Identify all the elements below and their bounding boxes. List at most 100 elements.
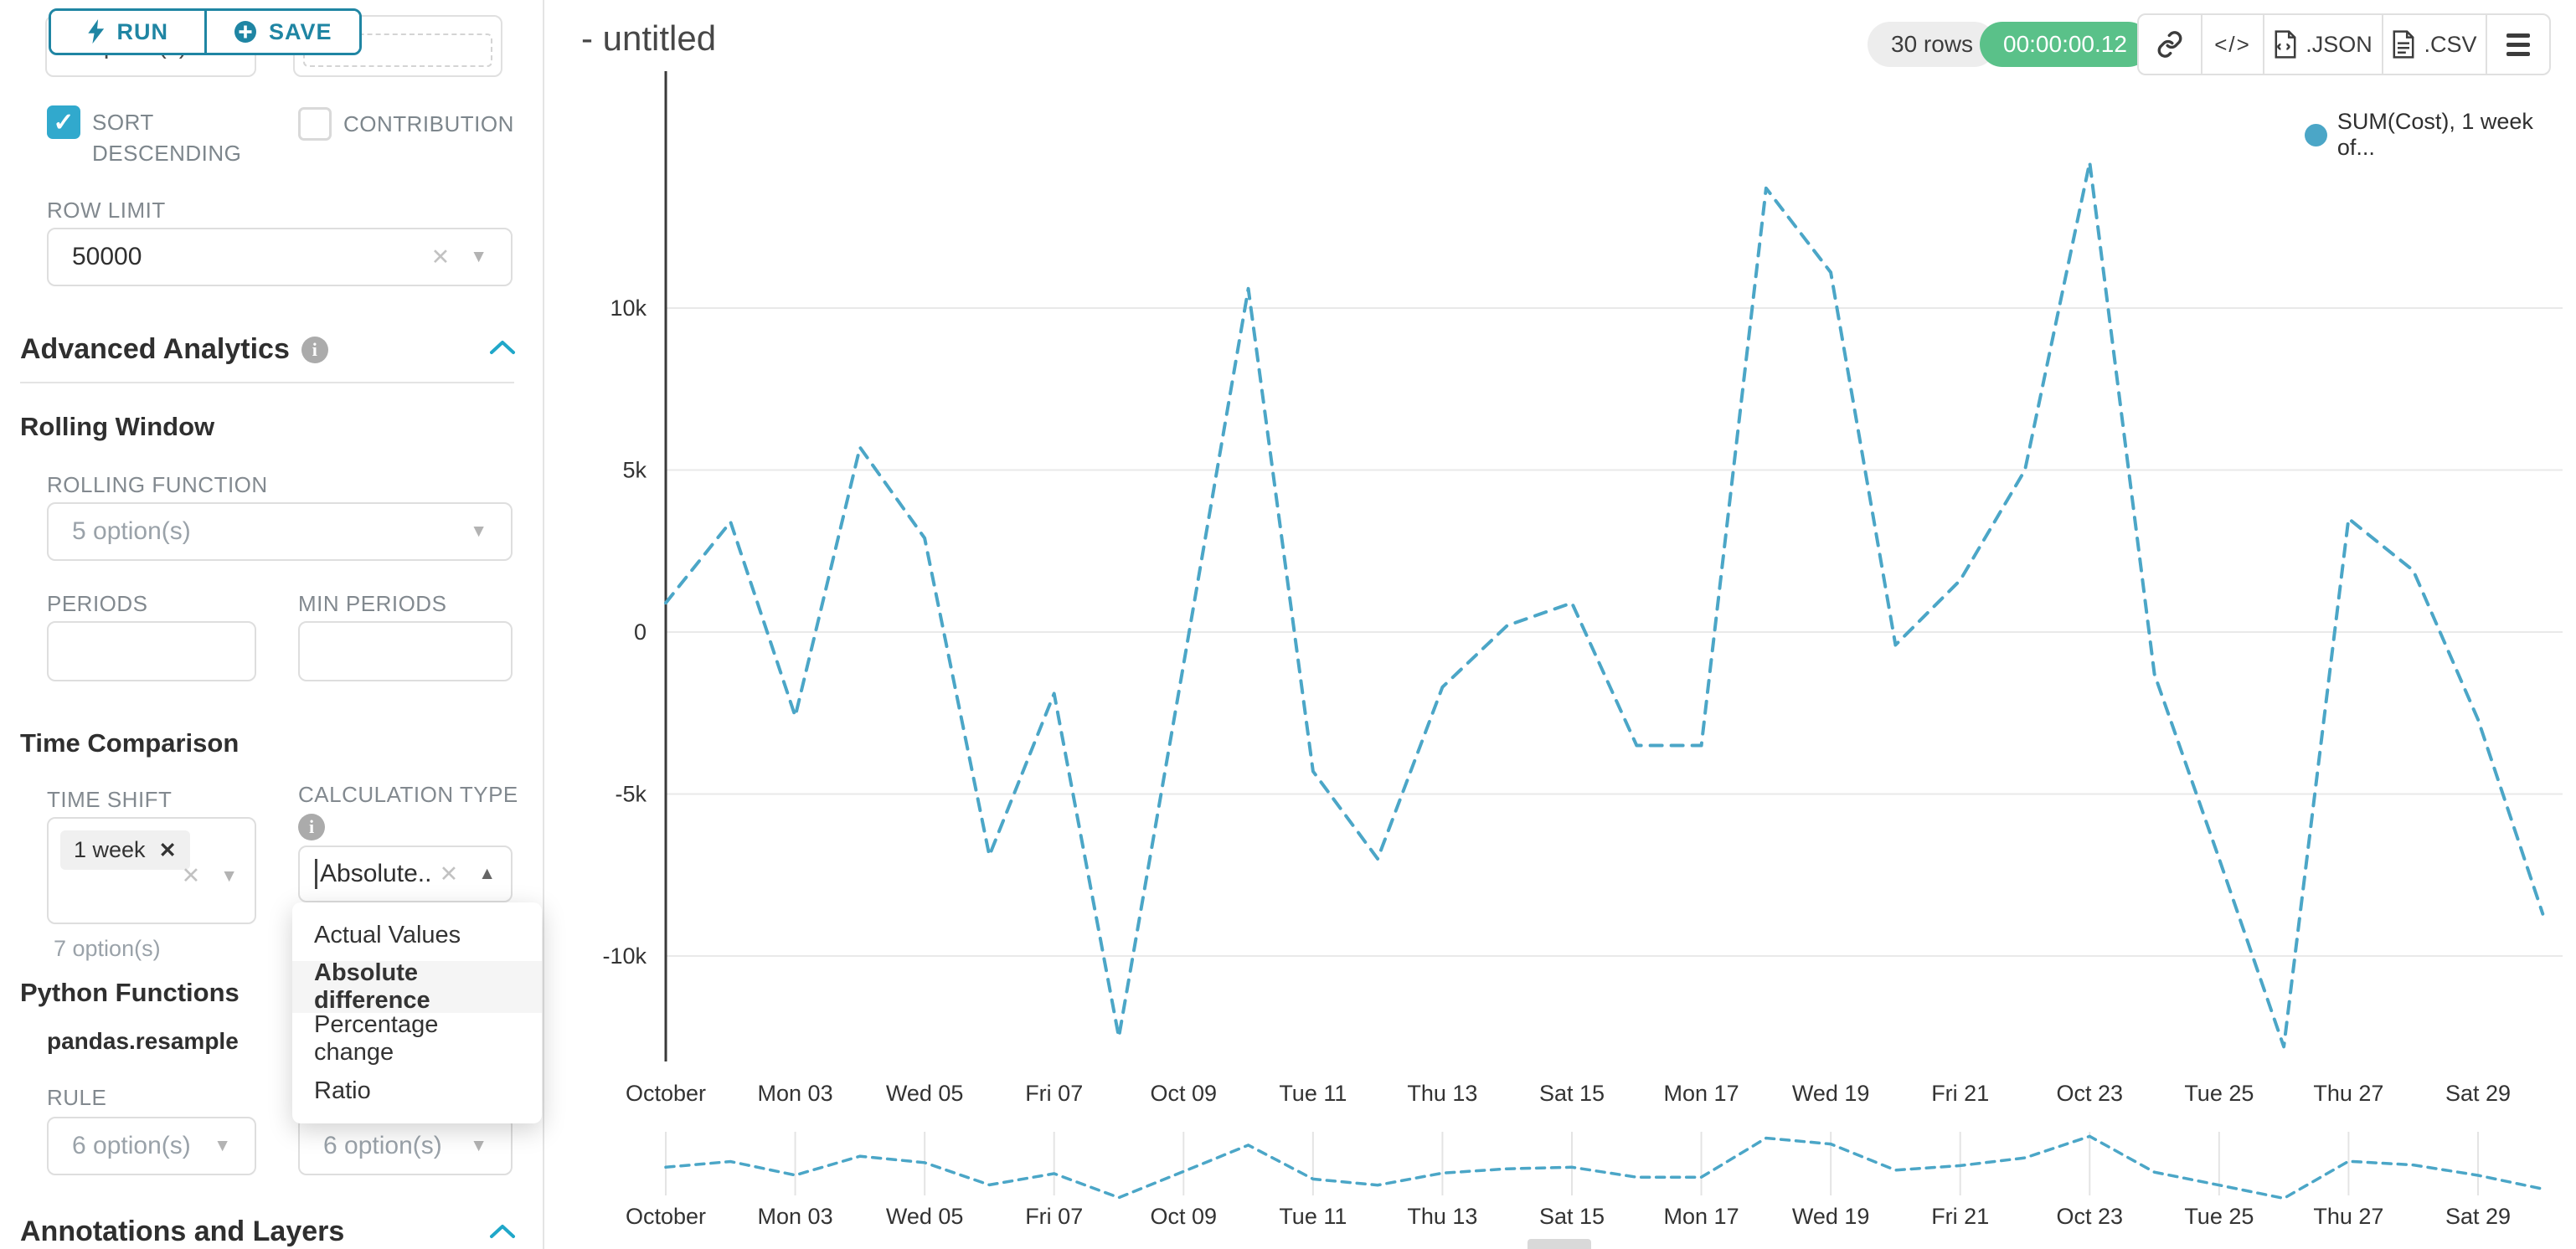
rolling-window-title: Rolling Window — [20, 412, 215, 441]
chevron-up-icon[interactable]: ▲ — [478, 864, 496, 883]
run-save-toolbar: RUN SAVE — [49, 8, 362, 55]
gridlines — [666, 307, 2563, 957]
clear-icon[interactable]: ✕ — [181, 863, 201, 888]
svg-text:Sat 29: Sat 29 — [2445, 1204, 2511, 1229]
time-shift-label: TIME SHIFT — [47, 787, 173, 812]
min-periods-input[interactable] — [298, 621, 513, 681]
svg-text:Sat 15: Sat 15 — [1539, 1081, 1605, 1106]
row-limit-select[interactable]: 50000 ✕ ▼ — [47, 228, 513, 286]
calculation-type-label: CALCULATION TYPE — [298, 782, 518, 807]
calculation-type-dropdown: Actual Values Absolute difference Percen… — [292, 902, 542, 1123]
info-icon: i — [298, 814, 325, 840]
rolling-function-label: ROLLING FUNCTION — [47, 472, 268, 497]
svg-text:Fri 07: Fri 07 — [1025, 1081, 1083, 1106]
y-axis-labels: 10k 5k 0 -5k -10k — [602, 296, 647, 969]
svg-text:-5k: -5k — [615, 782, 647, 807]
checkbox-checked-icon: ✓ — [47, 105, 80, 139]
mini-series-line — [664, 1134, 2545, 1200]
svg-text:Mon 03: Mon 03 — [758, 1081, 833, 1106]
svg-text:Sat 15: Sat 15 — [1539, 1204, 1605, 1229]
more-menu-button[interactable] — [2486, 15, 2549, 74]
dropdown-option-percentage-change[interactable]: Percentage change — [314, 1011, 439, 1066]
chevron-down-icon[interactable]: ▼ — [470, 522, 487, 541]
chevron-down-icon[interactable]: ▼ — [470, 1136, 487, 1155]
chart-legend[interactable]: SUM(Cost), 1 week of... — [2305, 109, 2576, 161]
legend-dot-icon — [2305, 123, 2327, 146]
file-json-icon — [2275, 30, 2296, 59]
export-csv-button[interactable]: .CSV — [2382, 15, 2486, 74]
calculation-type-select[interactable]: Absolute... ✕ ▲ — [298, 846, 513, 902]
python-functions-title: Python Functions — [20, 978, 240, 1007]
svg-text:Thu 27: Thu 27 — [2313, 1204, 2383, 1229]
time-shift-tag: 1 week ✕ — [60, 830, 190, 870]
svg-text:October: October — [626, 1204, 706, 1229]
run-button[interactable]: RUN — [51, 11, 204, 53]
rule-label: RULE — [47, 1085, 107, 1110]
min-periods-label: MIN PERIODS — [298, 591, 447, 616]
chevron-down-icon[interactable]: ▼ — [220, 866, 238, 886]
periods-input[interactable] — [47, 621, 256, 681]
legend-series-name: SUM(Cost), 1 week of... — [2336, 109, 2533, 160]
svg-text:10k: 10k — [610, 296, 647, 321]
resize-handle[interactable] — [1528, 1239, 1591, 1249]
contribution-label: CONTRIBUTION — [343, 111, 514, 136]
contribution-checkbox[interactable]: CONTRIBUTION — [298, 107, 524, 141]
svg-text:Oct 09: Oct 09 — [1151, 1081, 1218, 1106]
rolling-function-select[interactable]: 5 option(s) ▼ — [47, 502, 513, 561]
export-toolbar: </> .JSON .CSV — [2137, 13, 2551, 75]
svg-text:October: October — [626, 1081, 706, 1106]
svg-text:-10k: -10k — [602, 943, 647, 969]
dropdown-option-ratio[interactable]: Ratio — [314, 1077, 371, 1104]
rows-badge: 30 rows — [1868, 22, 1997, 67]
svg-text:Wed 05: Wed 05 — [886, 1204, 964, 1229]
file-csv-icon — [2393, 30, 2414, 59]
csv-label: .CSV — [2424, 31, 2477, 57]
sort-descending-checkbox[interactable]: ✓ SORT DESCENDING — [47, 105, 256, 169]
svg-text:Fri 21: Fri 21 — [1931, 1081, 1989, 1106]
svg-text:Oct 23: Oct 23 — [2057, 1081, 2124, 1106]
collapse-chevron-icon[interactable] — [489, 1219, 516, 1247]
svg-text:Fri 21: Fri 21 — [1931, 1204, 1989, 1229]
collapse-chevron-icon[interactable] — [489, 335, 516, 363]
svg-text:Thu 13: Thu 13 — [1407, 1204, 1477, 1229]
rolling-function-value: 5 option(s) — [72, 517, 191, 545]
code-icon: </> — [2214, 31, 2251, 57]
x-axis-labels: October Mon 03 Wed 05 Fri 07 Oct 09 Tue 11 Thu… — [626, 1081, 2511, 1106]
share-link-button[interactable] — [2139, 15, 2201, 74]
text-cursor — [315, 859, 317, 889]
fill-method-select[interactable]: 6 option(s) ▼ — [298, 1117, 513, 1175]
chart-title[interactable]: - untitled — [581, 18, 717, 58]
row-limit-label: ROW LIMIT — [47, 198, 166, 223]
svg-text:Mon 03: Mon 03 — [758, 1204, 833, 1229]
time-shift-helper: 7 option(s) — [54, 936, 161, 961]
mini-preview-chart[interactable]: October Mon 03 Wed 05 Fri 07 Oct 09 Tue 11 Thu… — [626, 1132, 2545, 1229]
clear-icon[interactable]: ✕ — [430, 244, 451, 270]
remove-tag-icon[interactable]: ✕ — [158, 838, 177, 862]
time-shift-select[interactable]: 1 week ✕ ✕ ▼ — [47, 817, 256, 924]
svg-text:Thu 27: Thu 27 — [2313, 1081, 2383, 1106]
svg-text:Oct 09: Oct 09 — [1151, 1204, 1218, 1229]
annotations-header[interactable]: Annotations and Layers — [20, 1216, 345, 1247]
svg-text:Wed 19: Wed 19 — [1792, 1204, 1870, 1229]
row-limit-value: 50000 — [72, 243, 142, 270]
rule-select[interactable]: 6 option(s) ▼ — [47, 1117, 256, 1175]
checkbox-unchecked-icon — [298, 107, 332, 141]
save-button[interactable]: SAVE — [204, 11, 359, 53]
advanced-analytics-header[interactable]: Advanced Analytics i — [20, 333, 328, 366]
svg-text:Mon 17: Mon 17 — [1664, 1204, 1739, 1229]
plus-circle-icon — [234, 21, 256, 43]
clear-icon[interactable]: ✕ — [439, 861, 459, 887]
svg-text:0: 0 — [634, 619, 647, 645]
link-icon — [2157, 31, 2182, 58]
export-json-button[interactable]: .JSON — [2263, 15, 2382, 74]
view-query-button[interactable]: </> — [2201, 15, 2263, 74]
svg-text:Oct 23: Oct 23 — [2057, 1204, 2124, 1229]
chevron-down-icon[interactable]: ▼ — [214, 1136, 231, 1155]
hamburger-icon — [2506, 33, 2530, 56]
dropdown-option-absolute-difference[interactable]: Absolute difference — [292, 959, 542, 1014]
dropdown-option-actual-values[interactable]: Actual Values — [314, 921, 461, 948]
timer-badge: 00:00:00.12 — [1980, 22, 2151, 67]
chevron-down-icon[interactable]: ▼ — [470, 247, 487, 266]
